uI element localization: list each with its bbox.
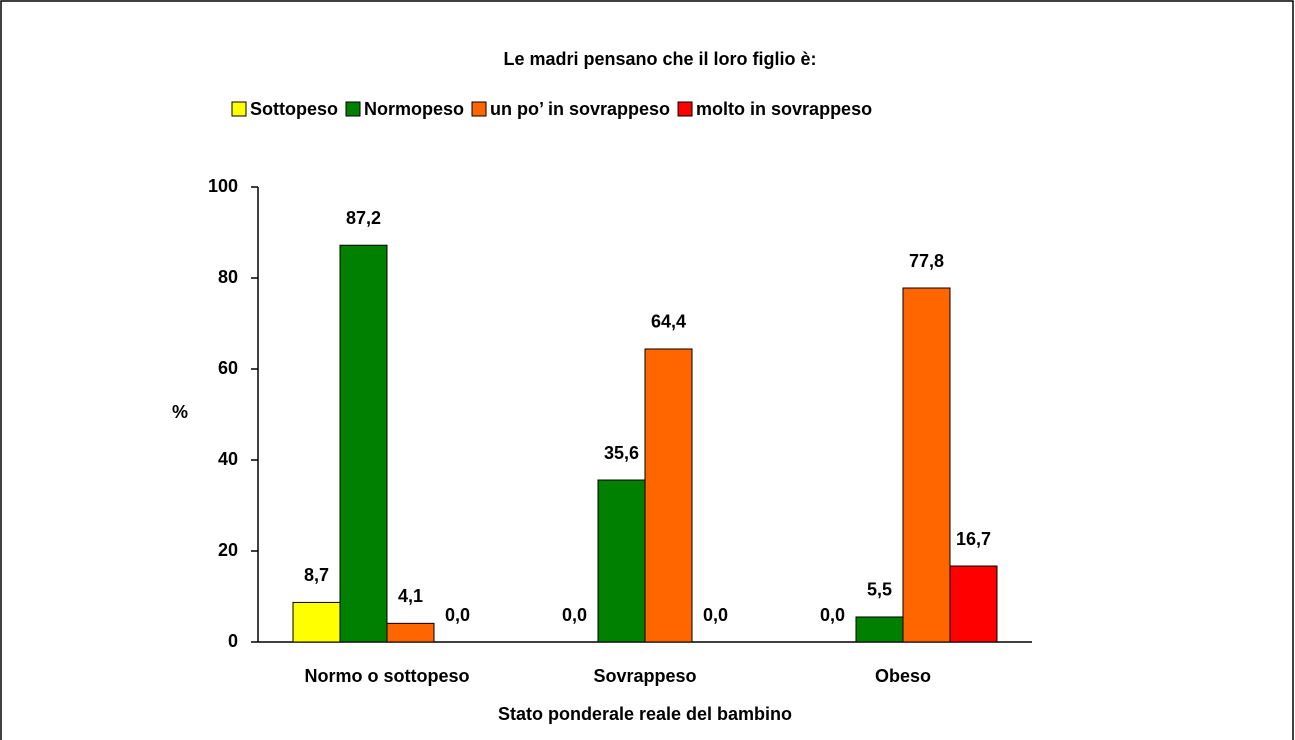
bar xyxy=(644,348,693,643)
data-label: 77,8 xyxy=(909,251,944,271)
x-tick-label: Normo o sottopeso xyxy=(305,666,470,686)
x-tick-label: Sovrappeso xyxy=(593,666,696,686)
bar xyxy=(597,479,646,643)
legend-swatch xyxy=(471,101,487,117)
x-axis-label: Stato ponderale reale del bambino xyxy=(498,704,792,724)
y-tick-label: 0 xyxy=(228,631,238,651)
chart-title: Le madri pensano che il loro figlio è: xyxy=(503,49,816,69)
legend-label: Sottopeso xyxy=(250,99,338,119)
y-tick-label: 60 xyxy=(218,358,238,378)
x-tick-label: Obeso xyxy=(875,666,931,686)
bar xyxy=(855,616,904,643)
bar xyxy=(902,287,951,643)
y-tick-label: 20 xyxy=(218,540,238,560)
data-label: 87,2 xyxy=(346,208,381,228)
data-label: 5,5 xyxy=(867,580,892,600)
data-label: 16,7 xyxy=(956,529,991,549)
bar xyxy=(949,565,998,643)
y-tick-label: 80 xyxy=(218,267,238,287)
data-label: 4,1 xyxy=(398,586,423,606)
legend-label: Normopeso xyxy=(364,99,464,119)
y-tick-label: 40 xyxy=(218,449,238,469)
data-label: 64,4 xyxy=(651,312,686,332)
bar xyxy=(339,244,388,643)
legend-swatch xyxy=(677,101,693,117)
legend-label: molto in sovrappeso xyxy=(696,99,872,119)
data-label: 8,7 xyxy=(304,565,329,585)
y-tick-label: 100 xyxy=(208,176,238,196)
data-label: 35,6 xyxy=(604,443,639,463)
bar xyxy=(386,622,435,643)
data-label: 0,0 xyxy=(820,605,845,625)
data-label: 0,0 xyxy=(445,605,470,625)
legend-swatch xyxy=(231,101,247,117)
bar xyxy=(292,601,341,643)
legend-swatch xyxy=(345,101,361,117)
data-label: 0,0 xyxy=(562,605,587,625)
legend-label: un po’ in sovrappeso xyxy=(490,99,670,119)
data-label: 0,0 xyxy=(703,605,728,625)
y-axis-label: % xyxy=(172,402,188,422)
